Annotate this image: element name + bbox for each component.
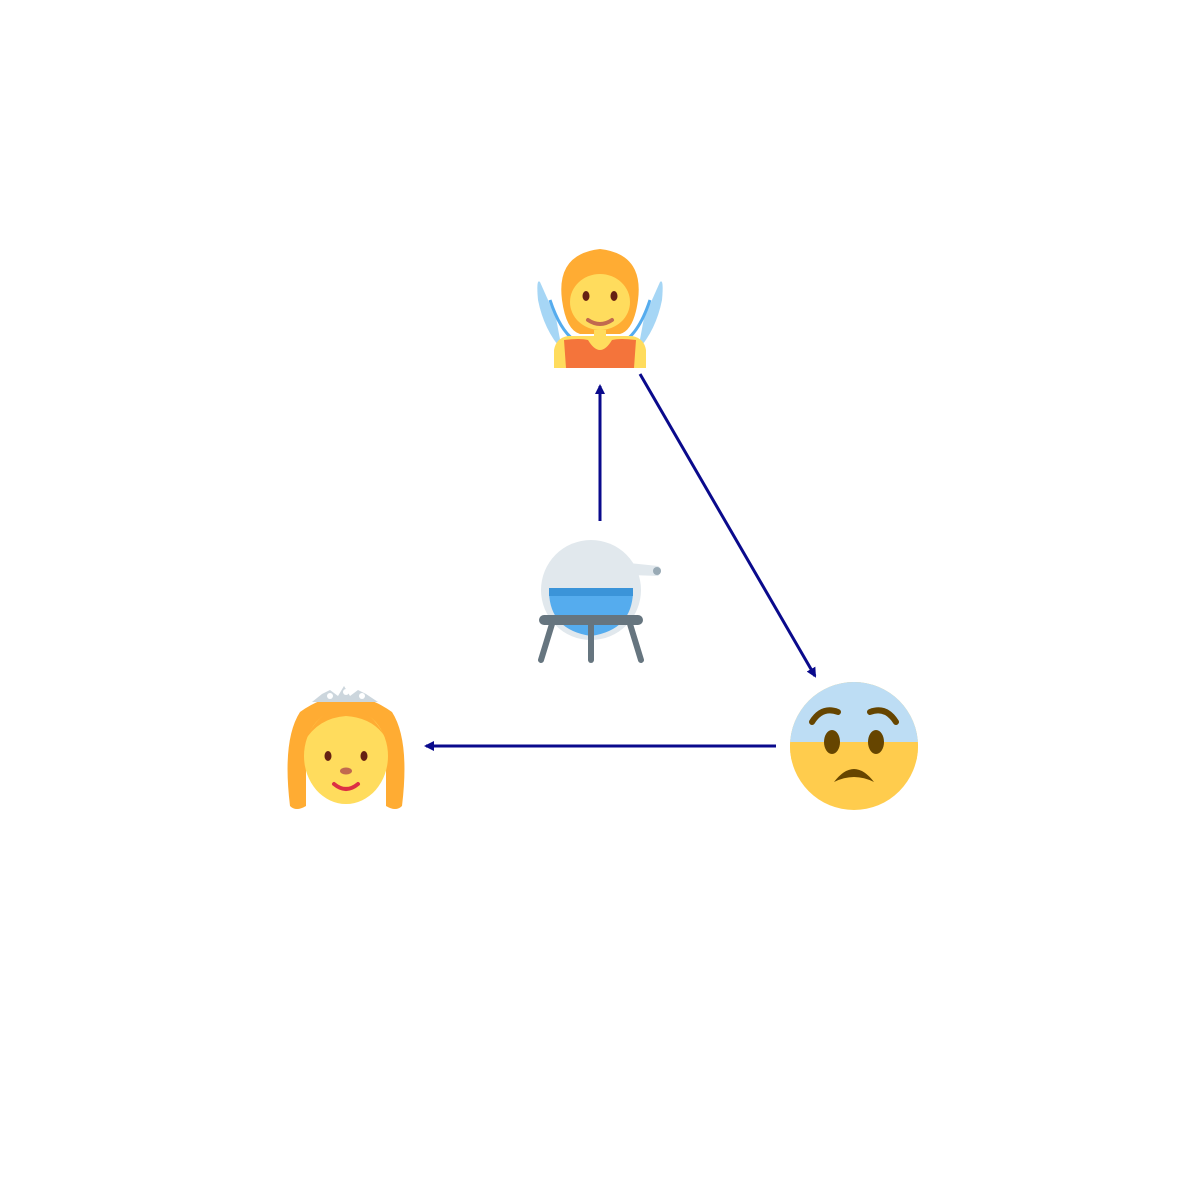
princess-icon [287, 686, 405, 809]
anxious-face-icon [790, 682, 918, 810]
fairy-icon [537, 249, 663, 368]
alembic-icon [538, 540, 661, 663]
edge-fairy-to-anxious [638, 373, 817, 678]
